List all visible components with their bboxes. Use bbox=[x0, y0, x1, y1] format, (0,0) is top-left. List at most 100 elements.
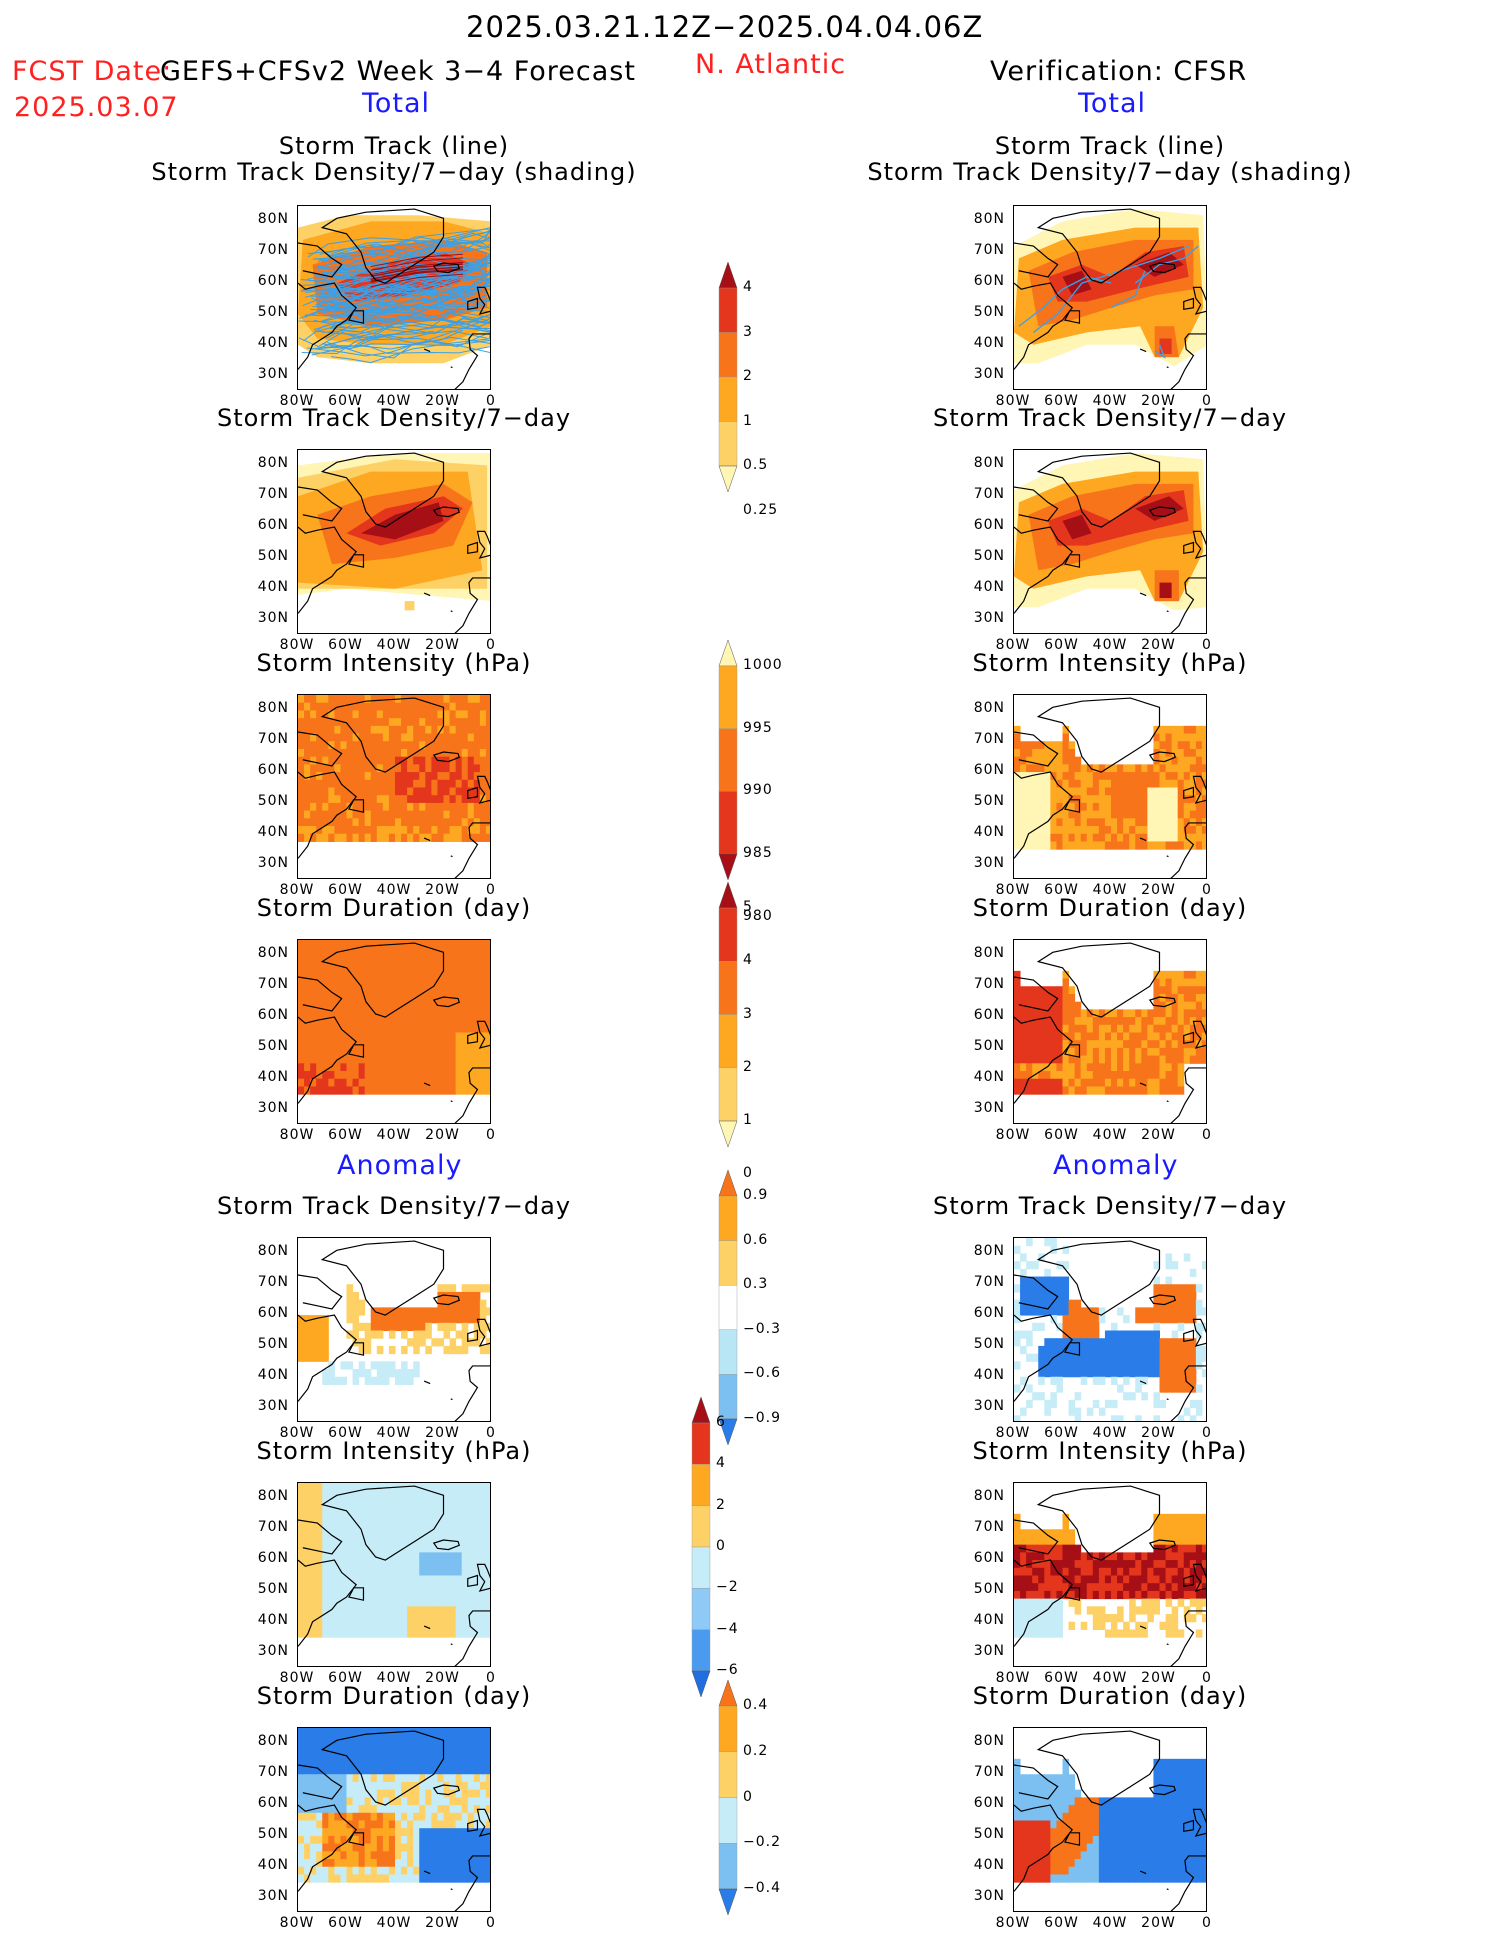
map-frame bbox=[297, 449, 491, 634]
fcst-date-label: FCST Date: bbox=[12, 56, 173, 87]
lat-tick-label: 60N bbox=[973, 762, 1005, 779]
lon-tick-label: 0 bbox=[486, 637, 496, 653]
lon-tick-label: 60W bbox=[1044, 1425, 1079, 1441]
lon-tick-label: 60W bbox=[328, 1670, 363, 1686]
lat-tick-label: 80N bbox=[257, 211, 289, 228]
lat-tick-label: 40N bbox=[257, 1611, 289, 1628]
colorbar-swatch bbox=[718, 1705, 738, 1752]
colorbar-label: 4 bbox=[743, 952, 753, 969]
lon-tick-label: 60W bbox=[1044, 882, 1079, 898]
colorbar-swatch bbox=[691, 1588, 711, 1630]
total-left-label: Total bbox=[362, 88, 431, 119]
lon-tick-label: 0 bbox=[1202, 882, 1212, 898]
lat-tick-label: 70N bbox=[973, 731, 1005, 748]
lat-tick-label: 50N bbox=[257, 303, 289, 320]
lat-tick-label: 40N bbox=[973, 823, 1005, 840]
lat-tick-label: 30N bbox=[973, 854, 1005, 871]
colorbar-swatch bbox=[718, 1067, 738, 1122]
lon-tick-label: 20W bbox=[1141, 1915, 1176, 1931]
lat-tick-label: 70N bbox=[973, 486, 1005, 503]
map-density-anom-fcst: 80N 70N 60N 50N 40N 30N 80W 60W 40W 20W 0 bbox=[257, 1237, 511, 1452]
panel-title-track-line-right: Storm Track (line) bbox=[994, 132, 1226, 160]
lat-tick-label: 80N bbox=[257, 1733, 289, 1750]
lat-tick-label: 40N bbox=[257, 1366, 289, 1383]
colorbar-swatch bbox=[691, 1505, 711, 1548]
lat-tick-label: 50N bbox=[973, 1335, 1005, 1352]
map-field bbox=[1014, 942, 1206, 1123]
lon-tick-label: 60W bbox=[328, 1915, 363, 1931]
lat-tick-label: 70N bbox=[257, 242, 289, 259]
lat-tick-label: 50N bbox=[973, 1037, 1005, 1054]
lon-tick-label: 0 bbox=[1202, 1425, 1212, 1441]
panel-title-density-anom-right: Storm Track Density/7−day bbox=[932, 1192, 1288, 1220]
colorbar-swatch bbox=[691, 1422, 711, 1465]
colorbar-label: 0 bbox=[716, 1538, 726, 1554]
colorbar-intensity: 1000 995 990 985 980 bbox=[717, 639, 797, 924]
lon-tick-label: 20W bbox=[1141, 393, 1176, 409]
map-intensity-fcst: 80N 70N 60N 50N 40N 30N 80W 60W 40W 20W 0 bbox=[257, 694, 511, 909]
lon-tick-label: 20W bbox=[425, 393, 460, 409]
colorbar-label: −0.9 bbox=[743, 1410, 781, 1426]
colorbar-swatch bbox=[718, 1751, 738, 1798]
lat-tick-label: 50N bbox=[257, 1037, 289, 1054]
lon-tick-label: 20W bbox=[1141, 637, 1176, 653]
map-field bbox=[298, 208, 490, 389]
lon-tick-label: 40W bbox=[1092, 1915, 1128, 1931]
lon-tick-label: 60W bbox=[1044, 1670, 1079, 1686]
lon-tick-label: 40W bbox=[376, 1670, 412, 1686]
lon-tick-label: 20W bbox=[1141, 1425, 1176, 1441]
map-field bbox=[298, 940, 490, 1123]
panel-title-track-shading-right: Storm Track Density/7−day (shading) bbox=[867, 158, 1353, 186]
colorbar-swatch bbox=[718, 376, 738, 422]
map-field bbox=[298, 1240, 490, 1421]
panel-title-duration-left: Storm Duration (day) bbox=[256, 894, 532, 922]
lat-tick-label: 40N bbox=[973, 334, 1005, 351]
lat-tick-label: 70N bbox=[973, 1274, 1005, 1291]
lat-tick-label: 80N bbox=[973, 211, 1005, 228]
lat-tick-label: 60N bbox=[973, 1305, 1005, 1322]
lat-tick-label: 60N bbox=[973, 1795, 1005, 1812]
colorbar-density-anom: 0.9 0.6 0.3 −0.3 −0.6 −0.9 bbox=[717, 1169, 797, 1446]
colorbar-label: 4 bbox=[716, 1455, 726, 1472]
lat-tick-label: 70N bbox=[257, 1764, 289, 1781]
colorbar-label: 1000 bbox=[743, 657, 783, 673]
lat-tick-label: 80N bbox=[257, 945, 289, 962]
colorbar-label: 3 bbox=[743, 323, 753, 340]
lon-tick-label: 60W bbox=[1044, 1127, 1079, 1143]
lat-tick-label: 30N bbox=[973, 365, 1005, 382]
period-title: 2025.03.21.12Z−2025.04.04.06Z bbox=[466, 10, 984, 44]
map-frame bbox=[297, 1727, 491, 1912]
lat-tick-label: 40N bbox=[257, 1856, 289, 1873]
colorbar-label: 2 bbox=[743, 1058, 753, 1075]
lat-tick-label: 40N bbox=[257, 578, 289, 595]
map-field bbox=[1014, 208, 1206, 389]
lon-tick-label: 40W bbox=[1092, 393, 1128, 409]
colorbar-swatch bbox=[718, 1888, 738, 1916]
map-duration-fcst: 80N 70N 60N 50N 40N 30N 80W 60W 40W 20W 0 bbox=[257, 939, 511, 1154]
map-frame bbox=[1013, 1727, 1207, 1912]
lat-tick-label: 40N bbox=[973, 1068, 1005, 1085]
lat-tick-label: 40N bbox=[257, 823, 289, 840]
lon-tick-label: 80W bbox=[995, 393, 1031, 409]
colorbar-swatch bbox=[718, 287, 738, 333]
colorbar-label: 5 bbox=[743, 899, 753, 915]
lat-tick-label: 30N bbox=[257, 365, 289, 382]
lat-tick-label: 60N bbox=[257, 762, 289, 779]
lat-tick-label: 80N bbox=[257, 1488, 289, 1505]
lon-tick-label: 80W bbox=[995, 637, 1031, 653]
panel-title-duration-right: Storm Duration (day) bbox=[972, 894, 1248, 922]
colorbar-swatch bbox=[718, 465, 738, 493]
lat-tick-label: 70N bbox=[257, 731, 289, 748]
map-track-fcst: 80N 70N 60N 50N 40N 30N 80W 60W 40W 20W 0 bbox=[257, 205, 511, 420]
lon-tick-label: 40W bbox=[376, 1425, 412, 1441]
map-field bbox=[1014, 1238, 1206, 1421]
colorbar-label: 995 bbox=[743, 719, 773, 736]
lon-tick-label: 80W bbox=[279, 1127, 315, 1143]
lon-tick-label: 40W bbox=[1092, 1127, 1128, 1143]
map-field bbox=[1014, 697, 1206, 878]
lat-tick-label: 70N bbox=[973, 976, 1005, 993]
lat-tick-label: 30N bbox=[257, 609, 289, 626]
lon-tick-label: 0 bbox=[486, 1915, 496, 1931]
colorbar-swatch bbox=[718, 1329, 738, 1375]
map-intensity-anom-verif: 80N 70N 60N 50N 40N 30N 80W 60W 40W 20W 0 bbox=[973, 1482, 1227, 1697]
